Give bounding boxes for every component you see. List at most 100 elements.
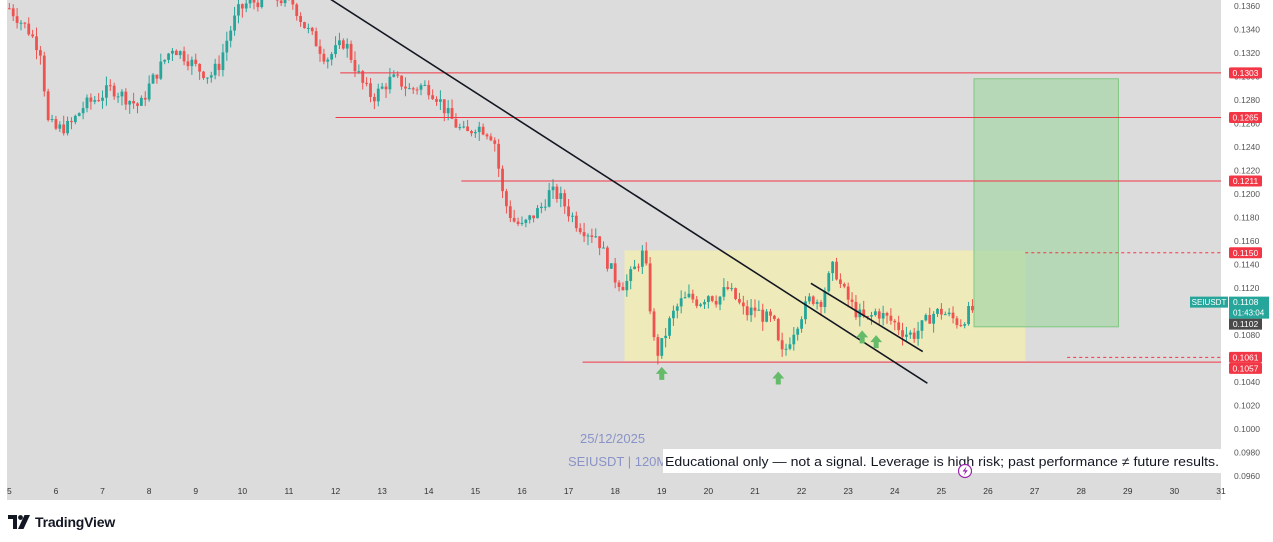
trendline[interactable] [326,0,928,384]
candle-body[interactable] [827,273,831,292]
candle-body[interactable] [439,99,442,102]
candle-body[interactable] [854,301,858,318]
candle-body[interactable] [687,293,691,298]
candle-body[interactable] [784,348,788,350]
candle-body[interactable] [761,309,765,322]
candle-body[interactable] [81,108,85,114]
candle-body[interactable] [908,332,912,335]
candle-body[interactable] [551,186,555,191]
candle-body[interactable] [493,140,497,144]
candle-body[interactable] [442,99,446,114]
candle-body[interactable] [353,59,357,72]
candle-body[interactable] [446,108,450,114]
brand-footer[interactable]: TradingView [8,512,115,532]
candle-body[interactable] [396,74,400,76]
candle-body[interactable] [823,291,827,307]
candle-body[interactable] [372,96,376,102]
candle-body[interactable] [532,215,536,219]
candle-body[interactable] [124,91,128,105]
candle-body[interactable] [648,263,652,312]
candle-body[interactable] [283,0,287,4]
candle-body[interactable] [924,315,928,321]
candle-body[interactable] [205,77,209,79]
candle-body[interactable] [310,27,314,32]
candle-body[interactable] [539,206,543,209]
candle-body[interactable] [916,330,920,339]
candle-body[interactable] [846,286,850,300]
candle-body[interactable] [893,320,897,323]
target-zone-box[interactable] [973,78,1119,328]
candle-body[interactable] [536,208,539,219]
lightning-icon[interactable] [957,463,973,479]
candle-body[interactable] [885,313,889,316]
candle-body[interactable] [629,269,633,281]
candle-body[interactable] [349,43,353,60]
candle-body[interactable] [695,299,699,306]
candle-body[interactable] [50,119,54,121]
candle-body[interactable] [260,0,264,8]
candle-body[interactable] [458,127,462,129]
candle-body[interactable] [326,59,330,62]
candle-body[interactable] [520,222,524,225]
candle-body[interactable] [58,124,62,129]
price-level-tag[interactable] [1229,112,1262,124]
candle-body[interactable] [427,84,431,96]
candle-body[interactable] [275,0,279,1]
candle-body[interactable] [128,101,132,105]
candle-body[interactable] [159,61,163,79]
candle-body[interactable] [788,344,792,349]
candle-body[interactable] [470,131,473,134]
candle-body[interactable] [602,247,605,249]
candle-body[interactable] [947,312,951,315]
candle-body[interactable] [423,84,427,86]
candle-body[interactable] [567,206,570,217]
symbol-tag[interactable] [1190,296,1228,308]
candle-body[interactable] [54,119,58,129]
candle-body[interactable] [388,76,392,90]
candle-body[interactable] [171,50,174,54]
candle-body[interactable] [505,191,508,207]
candle-body[interactable] [240,4,244,9]
candle-body[interactable] [792,334,796,345]
candle-body[interactable] [139,97,143,106]
candle-body[interactable] [873,311,877,316]
candle-body[interactable] [598,236,602,249]
candle-body[interactable] [299,16,302,23]
candle-body[interactable] [912,332,916,339]
candle-body[interactable] [7,8,11,10]
candle-body[interactable] [819,302,823,307]
candle-body[interactable] [901,330,904,337]
candle-body[interactable] [295,4,299,17]
candle-body[interactable] [147,83,151,100]
candle-body[interactable] [485,134,489,137]
candle-body[interactable] [714,300,718,305]
candle-body[interactable] [357,71,361,73]
candle-body[interactable] [753,307,757,311]
candle-body[interactable] [190,59,194,67]
candle-body[interactable] [586,235,590,237]
candle-body[interactable] [11,8,15,17]
candle-body[interactable] [112,85,116,97]
candle-body[interactable] [609,263,613,269]
candle-body[interactable] [116,96,120,98]
candle-body[interactable] [835,261,838,280]
candle-body[interactable] [202,71,205,79]
candle-body[interactable] [186,61,190,67]
candle-body[interactable] [341,40,345,49]
candle-body[interactable] [932,313,936,324]
candle-body[interactable] [691,293,695,300]
candle-body[interactable] [555,186,559,199]
candle-body[interactable] [772,315,776,319]
candle-body[interactable] [866,316,869,318]
candle-body[interactable] [182,51,186,62]
candle-body[interactable] [163,59,167,62]
candle-body[interactable] [765,311,769,322]
candle-body[interactable] [850,299,854,302]
candle-body[interactable] [365,82,369,84]
candle-body[interactable] [462,126,466,128]
candle-body[interactable] [108,85,112,87]
candle-body[interactable] [376,88,380,102]
candle-body[interactable] [209,75,213,78]
candle-body[interactable] [637,266,640,268]
candle-body[interactable] [605,247,609,269]
